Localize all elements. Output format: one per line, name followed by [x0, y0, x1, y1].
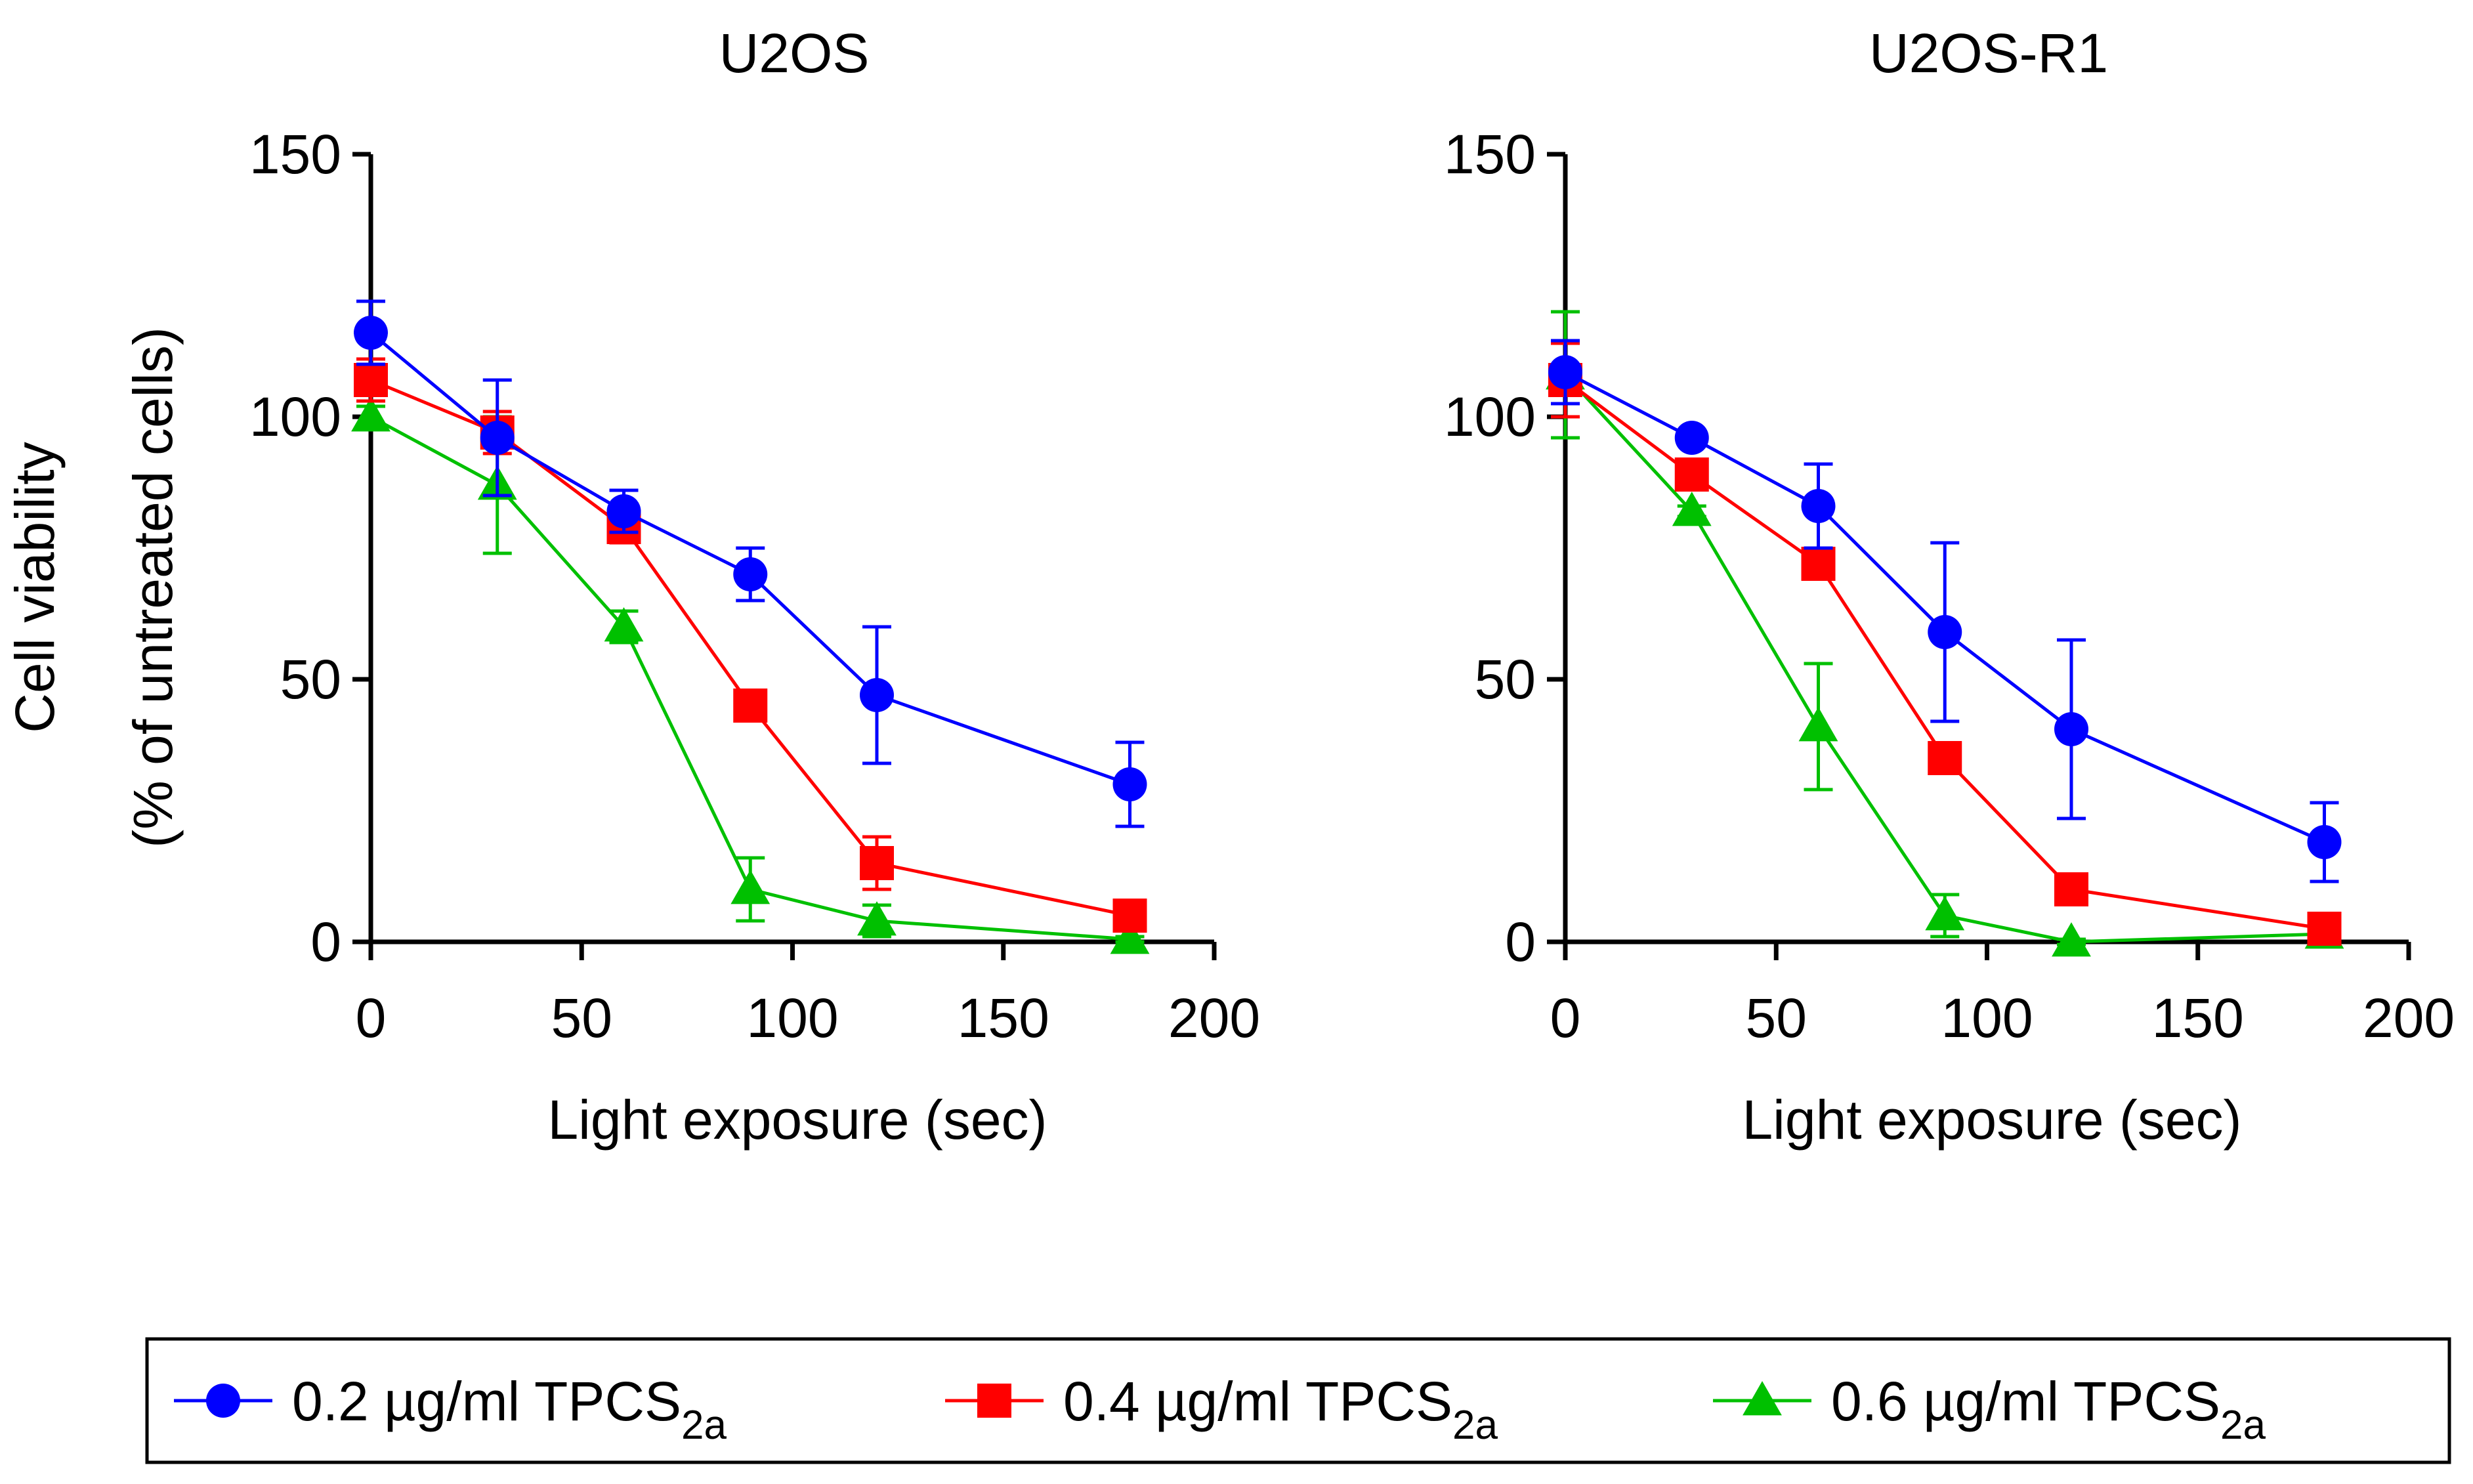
x-tick-label: 100	[1941, 987, 2033, 1049]
chart-title: U2OS	[719, 22, 870, 84]
series-square	[354, 357, 1147, 933]
legend-label-subscript: 2a	[2220, 1403, 2266, 1448]
axes: 0 50 100 150 0 50 100 150 200	[1444, 123, 2455, 1049]
y-tick-label: 0	[310, 911, 341, 973]
data-point	[1928, 741, 1962, 775]
legend-marker	[206, 1384, 240, 1418]
legend: 0.2 µg/ml TPCS2a 0.4 µg/ml TPCS2a 0.6 µg/m…	[145, 1337, 2451, 1464]
chart-panel-u2os: U2OS Cell viability (% of untreated cell…	[4, 22, 1260, 1151]
x-tick-label: 50	[551, 987, 612, 1049]
y-tick-label: 0	[1505, 911, 1536, 973]
data-point	[857, 901, 897, 936]
x-tick-label: 150	[958, 987, 1049, 1049]
data-point	[1925, 896, 1965, 931]
data-point	[1928, 615, 1962, 649]
series-line	[370, 415, 1130, 941]
series-circle	[354, 299, 1147, 828]
y-tick-label: 150	[249, 123, 341, 185]
data-point	[733, 557, 768, 591]
series-line	[1564, 378, 2325, 931]
chart-title: U2OS-R1	[1869, 22, 2108, 84]
x-tick-label: 0	[356, 987, 387, 1049]
y-axis-label: Cell viability	[4, 442, 66, 732]
series-triangle	[351, 397, 1150, 954]
data-point	[1672, 492, 1712, 526]
data-point	[730, 870, 771, 904]
legend-box	[145, 1337, 2451, 1464]
data-point	[354, 363, 388, 397]
legend-item-circle: 0.2 µg/ml TPCS2a	[174, 1370, 727, 1448]
x-tick-label: 200	[1168, 987, 1260, 1049]
data-point	[2052, 922, 2091, 957]
y-tick-label: 100	[249, 386, 341, 448]
data-point	[733, 689, 768, 723]
series-line	[370, 378, 1131, 918]
data-point	[2054, 712, 2088, 746]
chart-panel-u2os-r1: U2OS-R1 Light exposure (sec) 0 50 100 150 0 5…	[1444, 22, 2455, 1151]
data-point	[604, 607, 644, 642]
data-point	[1801, 489, 1836, 523]
data-point	[351, 397, 391, 432]
data-point	[1112, 767, 1147, 801]
x-tick-label: 100	[746, 987, 838, 1049]
legend-label-main: 0.6 µg/ml TPCS	[1831, 1370, 2220, 1432]
x-tick-label: 50	[1746, 987, 1807, 1049]
data-point	[1674, 421, 1709, 455]
legend-label: 0.4 µg/ml TPCS2a	[1063, 1370, 1498, 1448]
x-tick-label: 200	[2363, 987, 2455, 1049]
data-point	[2307, 825, 2342, 859]
data-point	[480, 421, 515, 455]
data-point	[1112, 899, 1147, 933]
data-point	[2307, 912, 2342, 946]
legend-label: 0.2 µg/ml TPCS2a	[292, 1370, 727, 1448]
legend-label-main: 0.2 µg/ml TPCS	[292, 1370, 681, 1432]
legend-item-square: 0.4 µg/ml TPCS2a	[945, 1370, 1498, 1448]
y-tick-label: 50	[1475, 648, 1536, 710]
legend-marker	[977, 1384, 1011, 1418]
data-point	[606, 494, 641, 528]
y-tick-label: 50	[280, 648, 341, 710]
x-tick-label: 0	[1550, 987, 1581, 1049]
data-point	[860, 678, 894, 712]
data-point	[2054, 872, 2088, 906]
series-line	[1564, 370, 2325, 844]
x-axis-label: Light exposure (sec)	[547, 1089, 1047, 1151]
legend-label-subscript: 2a	[681, 1403, 727, 1448]
data-point	[1801, 547, 1836, 581]
series-circle	[1548, 339, 2342, 883]
data-point	[1548, 355, 1582, 389]
x-tick-label: 150	[2152, 987, 2244, 1049]
data-point	[354, 316, 388, 350]
data-point	[860, 846, 894, 880]
legend-item-triangle: 0.6 µg/ml TPCS2a	[1713, 1370, 2266, 1448]
data-point	[1110, 920, 1150, 954]
x-axis-label: Light exposure (sec)	[1742, 1089, 2241, 1151]
legend-label: 0.6 µg/ml TPCS2a	[1831, 1370, 2266, 1448]
series-line	[1564, 373, 2325, 944]
legend-label-main: 0.4 µg/ml TPCS	[1063, 1370, 1452, 1432]
data-point	[1798, 707, 1838, 742]
series-line	[370, 331, 1131, 786]
y-tick-label: 150	[1444, 123, 1536, 185]
y-axis-label-line2: (% of untreated cells)	[122, 327, 184, 848]
legend-label-subscript: 2a	[1452, 1403, 1498, 1448]
legend-marker	[1743, 1381, 1782, 1416]
y-tick-label: 100	[1444, 386, 1536, 448]
data-point	[1674, 457, 1709, 492]
axes: 0 50 100 150 0 50 100 150 200	[249, 123, 1260, 1049]
